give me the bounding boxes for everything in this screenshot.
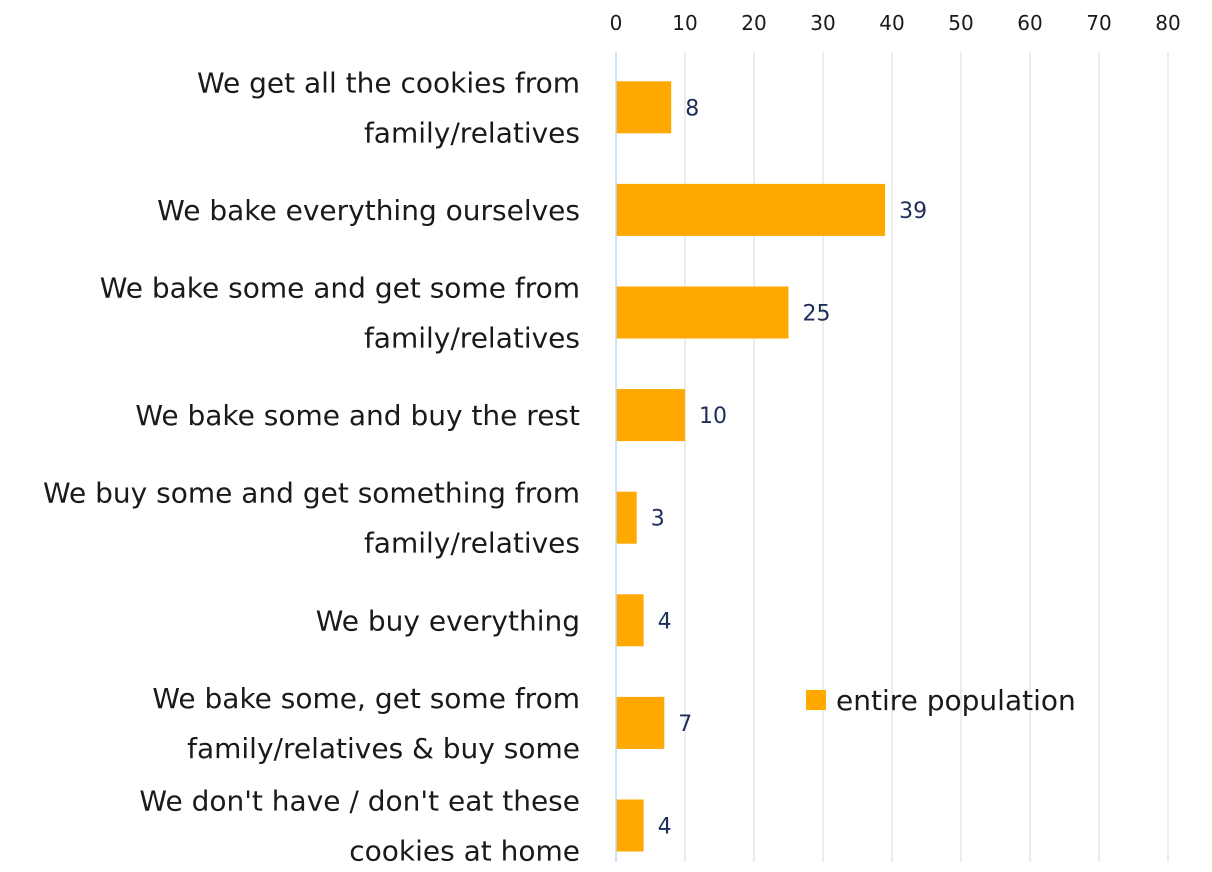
- bar: [616, 183, 886, 236]
- data-label: 10: [699, 404, 727, 429]
- legend-label: entire population: [836, 684, 1076, 717]
- category-label: We don't have / don't eat these cookies a…: [139, 785, 580, 868]
- x-tick-label: 10: [672, 11, 697, 35]
- category-label-line: family/relatives: [364, 322, 580, 355]
- gridlines: [684, 52, 1169, 862]
- category-label-line: We buy some and get something from: [43, 477, 580, 510]
- bar: [616, 389, 685, 442]
- data-label: 7: [678, 712, 692, 737]
- data-labels: 8 39 25 10 3 4 7 4: [651, 96, 927, 839]
- x-tick-label: 40: [879, 11, 904, 35]
- bar: [616, 286, 789, 339]
- category-label-line: We bake some and buy the rest: [135, 399, 580, 432]
- category-label: We bake some, get some from family/relati…: [152, 682, 580, 765]
- x-tick-label: 0: [610, 11, 623, 35]
- category-label: We get all the cookies from family/relati…: [197, 66, 580, 149]
- category-label-line: We bake everything ourselves: [157, 194, 580, 227]
- category-label: We bake some and buy the rest: [135, 399, 580, 432]
- x-tick-label: 50: [948, 11, 973, 35]
- x-tick-label: 20: [741, 11, 766, 35]
- category-label-line: We get all the cookies from: [197, 66, 580, 99]
- data-label: 4: [658, 815, 672, 840]
- bar: [616, 696, 665, 749]
- category-label-line: family/relatives & buy some: [187, 732, 580, 765]
- data-label: 4: [658, 609, 672, 634]
- category-label: We bake everything ourselves: [157, 194, 580, 227]
- category-labels: We get all the cookies from family/relati…: [43, 66, 580, 867]
- x-tick-label: 70: [1086, 11, 1111, 35]
- category-label-line: We buy everything: [316, 604, 580, 637]
- bar: [616, 799, 644, 852]
- category-label-line: family/relatives: [364, 116, 580, 149]
- x-axis-ticks: 0 10 20 30 40 50 60 70 80: [610, 11, 1181, 35]
- x-tick-label: 30: [810, 11, 835, 35]
- legend-swatch: [806, 690, 826, 710]
- category-label: We buy everything: [316, 604, 580, 637]
- x-tick-label: 60: [1017, 11, 1042, 35]
- category-label-line: family/relatives: [364, 527, 580, 560]
- category-label-line: We bake some and get some from: [100, 272, 580, 305]
- legend: entire population: [806, 684, 1076, 717]
- category-label: We buy some and get something from family…: [43, 477, 580, 560]
- data-label: 8: [685, 96, 699, 121]
- data-label: 3: [651, 507, 665, 532]
- bar: [616, 491, 637, 544]
- data-label: 25: [803, 302, 831, 327]
- category-label: We bake some and get some from family/rel…: [100, 272, 580, 355]
- x-tick-label: 80: [1155, 11, 1180, 35]
- data-label: 39: [899, 199, 927, 224]
- category-label-line: We bake some, get some from: [152, 682, 580, 715]
- bar: [616, 81, 672, 134]
- bar: [616, 594, 644, 647]
- category-label-line: cookies at home: [349, 835, 580, 868]
- category-label-line: We don't have / don't eat these: [139, 785, 580, 818]
- bars: [616, 81, 886, 852]
